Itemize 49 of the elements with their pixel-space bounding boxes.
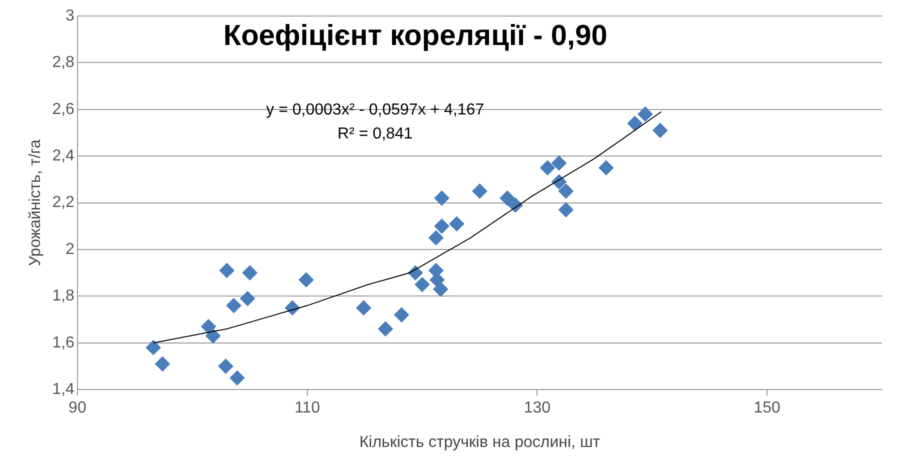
point bbox=[552, 174, 567, 190]
point bbox=[500, 190, 515, 206]
point bbox=[242, 265, 258, 280]
x-tick-label: 130 bbox=[524, 400, 551, 417]
y-tick-label: 1,4 bbox=[52, 381, 75, 398]
point bbox=[558, 184, 574, 199]
point bbox=[449, 216, 464, 232]
point bbox=[240, 291, 256, 306]
point bbox=[356, 300, 372, 316]
y-tick-label: 1,8 bbox=[52, 288, 75, 305]
y-tick-label: 2,6 bbox=[52, 100, 75, 118]
point bbox=[434, 190, 450, 206]
point bbox=[298, 272, 314, 288]
point bbox=[558, 202, 574, 218]
point bbox=[146, 340, 161, 356]
x-axis-title: Кількість стручків на рослині, шт bbox=[359, 434, 601, 451]
point bbox=[219, 263, 234, 278]
point bbox=[230, 370, 245, 386]
point bbox=[552, 156, 567, 171]
point bbox=[394, 307, 410, 322]
point bbox=[638, 106, 653, 122]
y-axis-title: Урожайність, т/га bbox=[27, 139, 44, 266]
y-tick-label: 1,6 bbox=[52, 334, 75, 352]
point bbox=[414, 277, 430, 292]
chart-title: Коефіцієнт кореляції - 0,90 bbox=[223, 20, 608, 52]
point bbox=[472, 184, 488, 199]
point bbox=[154, 356, 170, 372]
point bbox=[226, 298, 242, 314]
annotation: y = 0,0003x² - 0,0597x + 4,167 bbox=[266, 101, 484, 118]
point bbox=[434, 218, 450, 234]
y-tick-label: 2,2 bbox=[52, 194, 75, 212]
point bbox=[218, 358, 234, 374]
x-tick-label: 110 bbox=[294, 400, 320, 417]
point bbox=[206, 328, 221, 344]
y-tick-label: 2,8 bbox=[52, 54, 75, 72]
y-tick-label: 3 bbox=[66, 7, 75, 24]
point bbox=[540, 160, 556, 176]
x-tick-label: 90 bbox=[68, 400, 86, 417]
y-tick-label: 2 bbox=[66, 240, 75, 258]
point bbox=[433, 282, 448, 297]
point bbox=[652, 122, 668, 138]
y-tick-label: 2,4 bbox=[52, 148, 75, 165]
x-tick-label: 150 bbox=[754, 400, 781, 417]
point bbox=[598, 160, 614, 176]
point bbox=[200, 319, 216, 334]
point bbox=[627, 116, 642, 131]
point bbox=[378, 321, 393, 336]
point bbox=[428, 230, 444, 246]
annotation: R² = 0,841 bbox=[338, 125, 413, 142]
